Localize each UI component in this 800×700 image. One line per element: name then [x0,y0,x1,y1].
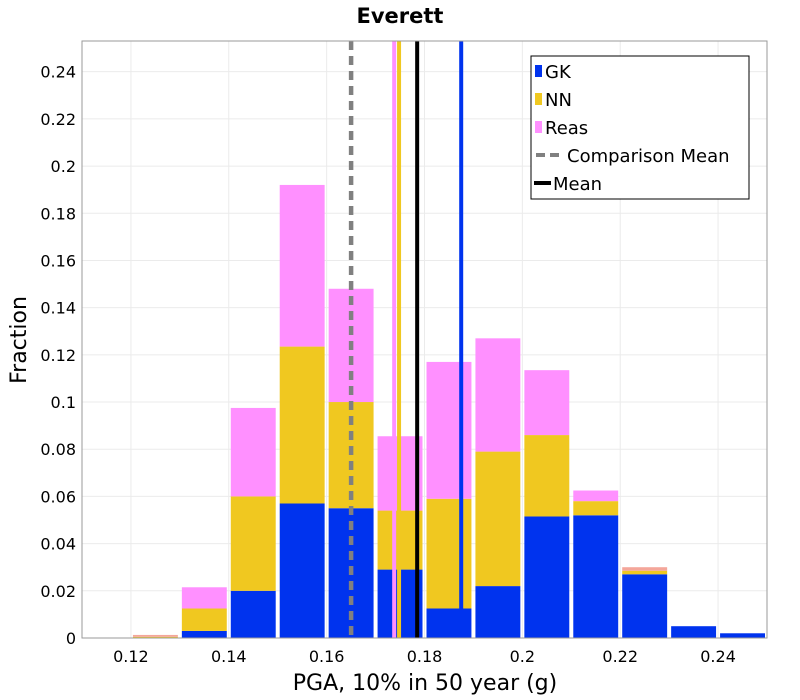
y-tick-label: 0.16 [40,251,76,270]
legend-label-mean: Mean [553,174,602,195]
bar-nn [573,501,619,516]
bar-gk [426,608,472,638]
x-tick-label: 0.12 [113,647,149,666]
y-axis-label: Fraction [7,296,32,384]
bar-reas [573,490,619,502]
bar-reas [426,361,472,499]
legend-label-reas: Reas [545,118,588,139]
bar-gk [720,633,765,638]
legend-box [530,55,750,200]
y-tick-label: 0 [66,629,76,648]
y-tick-label: 0.22 [40,110,76,129]
bar-gk [573,515,619,638]
y-tick-label: 0.08 [40,440,76,459]
bar-nn [181,608,227,631]
bar-nn [524,435,570,517]
bar-nn [230,496,276,591]
chart-title: Everett [357,4,444,28]
bar-gk [230,590,276,638]
bar-gk [475,586,521,638]
x-tick-label: 0.22 [602,647,638,666]
legend-swatch-gk [535,65,542,77]
x-tick-label: 0.18 [407,647,443,666]
y-axis-ticks: 0 0.02 0.04 0.06 0.08 0.1 0.12 0.14 0.16 0.18 0.2 0… [40,63,76,648]
bar-reas [279,184,325,347]
y-tick-label: 0.06 [40,487,76,506]
x-tick-label: 0.16 [309,647,345,666]
bar-nn [426,498,472,609]
legend-label-nn: NN [545,90,572,111]
legend-swatch-nn [535,93,542,105]
bar-reas [475,338,521,452]
bar-reas [181,587,227,609]
x-axis-label: PGA, 10% in 50 year (g) [293,671,557,696]
x-tick-label: 0.24 [700,647,736,666]
bar-reas [524,370,570,436]
bar-gk [279,503,325,638]
bar-gk [622,574,668,638]
y-tick-label: 0.02 [40,582,76,601]
bar-gk [524,516,570,638]
bar-nn [622,570,668,575]
x-axis-ticks: 0.12 0.14 0.16 0.18 0.2 0.22 0.24 [113,647,736,666]
legend: GK NN Reas Comparison Mean Mean [530,55,750,200]
x-tick-label: 0.2 [510,647,535,666]
legend-swatch-reas [535,121,542,133]
bar-gk [671,626,717,638]
y-tick-label: 0.2 [51,157,76,176]
y-tick-label: 0.12 [40,346,76,365]
mean-lines [348,41,464,638]
x-tick-label: 0.14 [211,647,247,666]
bar-segment-extra [132,634,178,637]
legend-label-comparison-mean: Comparison Mean [567,146,730,167]
y-tick-label: 0.18 [40,204,76,223]
legend-label-gk: GK [545,62,572,83]
bar-nn [279,346,325,504]
bar-segment-extra [622,567,668,571]
plot-frame [81,40,768,639]
y-tick-label: 0.14 [40,299,76,318]
bar-nn [132,636,178,638]
y-tick-label: 0.24 [40,63,76,82]
bar-reas [230,407,276,497]
y-tick-label: 0.1 [51,393,76,412]
y-tick-label: 0.04 [40,535,76,554]
bar-gk [181,630,227,638]
bar-nn [475,451,521,587]
